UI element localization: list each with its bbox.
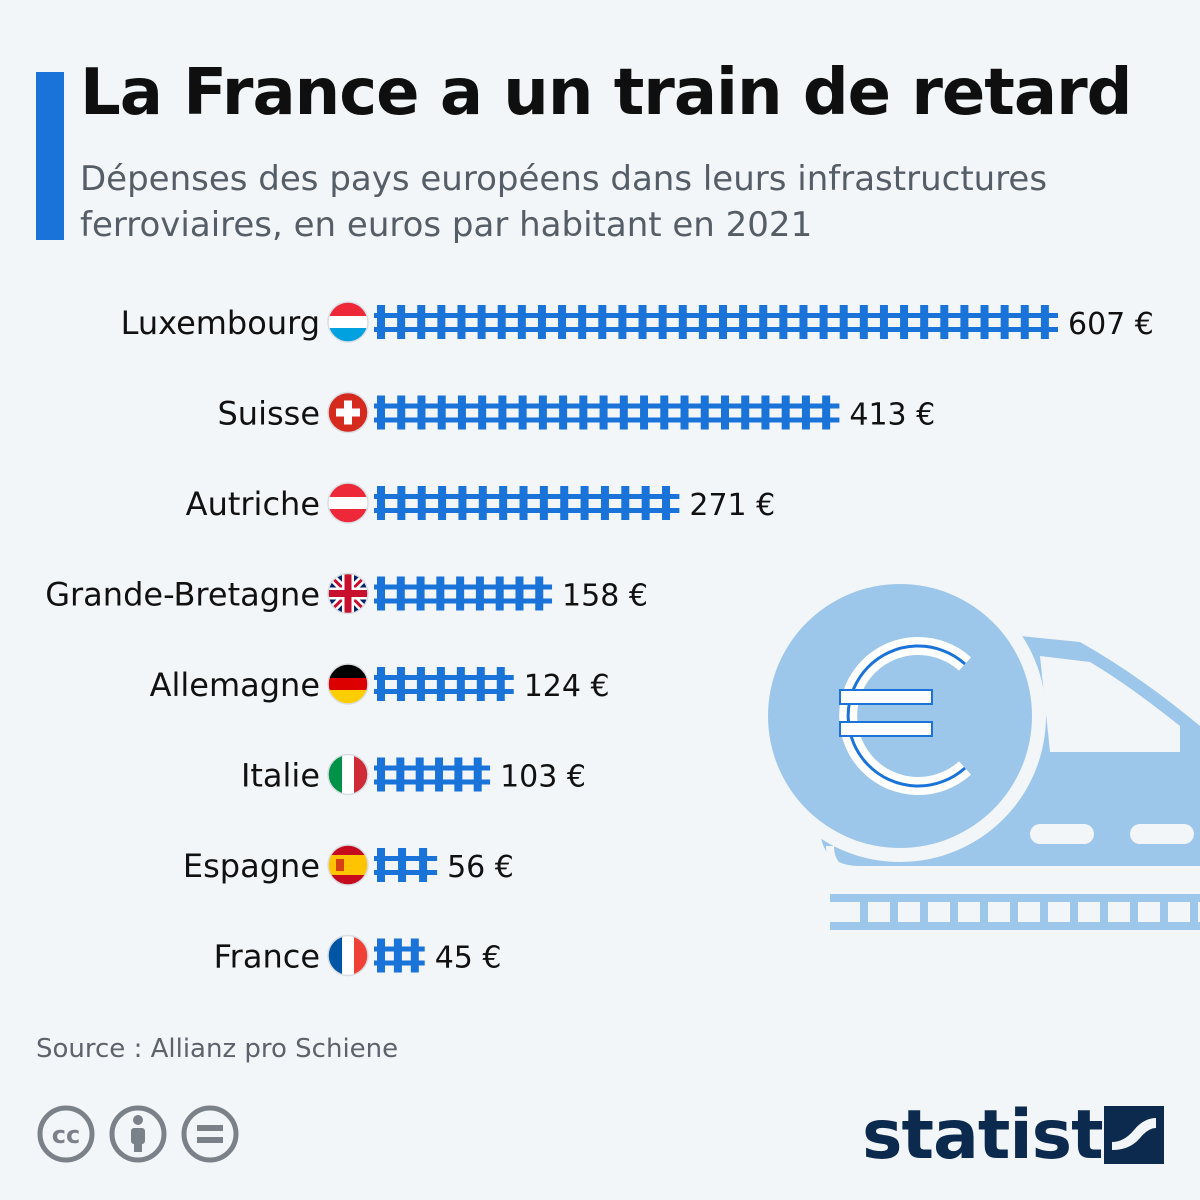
- value-label: 103 €: [500, 760, 586, 795]
- rail-bar: [374, 305, 1058, 339]
- train-euro-illustration: [760, 576, 1200, 930]
- statista-logo-text: statista: [862, 1096, 1149, 1175]
- value-label: 45 €: [435, 941, 502, 976]
- attribution-icon: [109, 1105, 167, 1163]
- euro-coin-icon: [760, 576, 1046, 862]
- rail-bar: [374, 395, 840, 430]
- bar-row: Grande-Bretagne 158 €: [45, 572, 648, 615]
- austria-flag-icon: [327, 482, 369, 524]
- category-label: Suisse: [217, 395, 320, 433]
- rail-bar: [374, 667, 514, 701]
- no-derivatives-icon: [181, 1105, 239, 1163]
- bar-row: France 45 €: [214, 934, 502, 977]
- bar-row: Italie 103 €: [241, 753, 586, 796]
- category-label: Luxembourg: [121, 304, 320, 342]
- category-label: Autriche: [186, 485, 320, 523]
- rail-bar: [374, 938, 425, 973]
- value-label: 56 €: [447, 850, 514, 885]
- category-label: Grande-Bretagne: [45, 576, 320, 614]
- value-label: 271 €: [689, 488, 775, 523]
- bar-row: Suisse 413 €: [217, 391, 935, 434]
- italy-flag-icon: [327, 753, 369, 796]
- value-label: 413 €: [849, 398, 935, 433]
- rail-bar: [374, 486, 680, 520]
- license-icons: cc: [37, 1105, 239, 1163]
- value-label: 158 €: [562, 579, 648, 614]
- svg-text:cc: cc: [52, 1121, 80, 1149]
- value-label: 124 €: [524, 669, 610, 704]
- rail-bar: [374, 757, 491, 792]
- switzerland-flag-icon: [327, 391, 369, 434]
- title-accent-bar: [36, 72, 64, 240]
- chart-subtitle: Dépenses des pays européens dans leurs i…: [80, 159, 1048, 245]
- uk-flag-icon: [327, 572, 369, 615]
- rail-bar: [374, 848, 438, 882]
- category-label: Italie: [241, 757, 320, 795]
- cc-icon: cc: [37, 1105, 95, 1163]
- bar-row: Autriche 271 €: [186, 482, 775, 524]
- category-label: Espagne: [183, 847, 320, 885]
- source-note: Source : Allianz pro Schiene: [36, 1034, 399, 1064]
- bar-row: Espagne 56 €: [183, 844, 514, 886]
- category-label: France: [214, 938, 320, 976]
- rail-bar: [374, 576, 553, 611]
- statista-logo-icon: [1104, 1106, 1164, 1164]
- france-flag-icon: [327, 934, 369, 977]
- luxembourg-flag-icon: [327, 301, 369, 343]
- bar-chart: Luxembourg 607 € Suisse 413 € Autriche 271 € G…: [45, 301, 1154, 977]
- chart-title: La France a un train de retard: [80, 56, 1132, 130]
- germany-flag-icon: [327, 663, 369, 705]
- bar-row: Luxembourg 607 €: [121, 301, 1154, 343]
- value-label: 607 €: [1068, 307, 1154, 342]
- category-label: Allemagne: [150, 666, 320, 704]
- bar-row: Allemagne 124 €: [150, 663, 610, 705]
- spain-flag-icon: [327, 844, 369, 886]
